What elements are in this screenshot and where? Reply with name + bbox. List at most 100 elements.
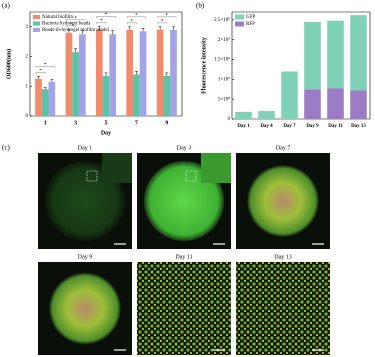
image-label: Day 1 — [78, 145, 93, 151]
bar — [133, 74, 140, 116]
error-bar — [43, 87, 47, 90]
image-label: Day 7 — [276, 145, 291, 151]
significance-bracket — [126, 16, 146, 19]
significance-mark: * — [130, 19, 133, 24]
bar — [126, 29, 134, 117]
legend-swatch — [33, 15, 40, 19]
significance-mark: * — [161, 19, 164, 24]
significance-mark: * — [44, 63, 47, 68]
bar — [156, 29, 164, 117]
significance-mark: * — [100, 19, 103, 24]
biofilm — [236, 262, 330, 355]
bar — [41, 89, 49, 116]
micrograph — [137, 153, 231, 249]
x-tick-label: 1 — [44, 120, 47, 126]
x-tick-label: Day 11 — [328, 124, 343, 129]
image-label: Day 3 — [177, 145, 192, 151]
bar-segment — [281, 71, 298, 119]
y-tick-label: 1 — [26, 84, 29, 89]
significance-mark: * — [74, 16, 77, 21]
x-tick-label: Day 9 — [306, 124, 319, 129]
y-tick-label: 0 — [26, 114, 29, 119]
significance-bracket — [66, 19, 86, 22]
legend-label: Beads-in-hydrogel biofilm model — [42, 28, 110, 33]
x-tick-label: Day 13 — [351, 124, 366, 129]
bar-segment — [327, 88, 344, 119]
error-bar — [171, 26, 175, 30]
bar — [95, 29, 103, 117]
significance-mark: * — [39, 69, 42, 74]
bar — [35, 78, 42, 116]
error-bar — [104, 72, 108, 76]
significance-bracket — [35, 66, 55, 68]
error-bar — [97, 26, 101, 30]
error-bar — [128, 26, 132, 30]
significance-bracket — [66, 25, 76, 28]
bar — [102, 75, 110, 116]
panel-label: (b) — [196, 2, 205, 10]
bar — [170, 29, 177, 117]
biofilm — [247, 165, 319, 237]
x-tick-label: 3 — [74, 120, 77, 126]
x-tick-label: Day 7 — [283, 124, 296, 129]
inset — [102, 153, 132, 183]
x-tick-label: Day 4 — [260, 124, 273, 129]
y-tick-label: 5×10⁸ — [218, 96, 230, 102]
y-tick-label: 1.5×10⁹ — [214, 57, 230, 63]
image-label: Day 11 — [175, 254, 192, 260]
legend-label: GFP — [246, 15, 255, 20]
bar — [163, 75, 171, 116]
biofilm — [49, 272, 121, 345]
bar-segment — [304, 21, 321, 90]
bar — [109, 34, 117, 116]
biofilm — [137, 262, 231, 355]
y-axis-label: Fluorescence intensity — [201, 37, 207, 94]
bar-segment — [350, 90, 367, 119]
legend-label: RFP — [246, 22, 255, 27]
bar — [78, 34, 86, 116]
bar-segment — [258, 111, 275, 119]
micrograph — [137, 262, 231, 355]
bar — [72, 52, 79, 116]
legend-swatch — [33, 21, 40, 26]
significance-mark: * — [135, 13, 138, 18]
y-tick-label: 2×10⁹ — [218, 37, 230, 43]
image-label: Day 9 — [78, 254, 93, 260]
significance-bracket — [126, 22, 137, 25]
micrograph — [38, 262, 132, 355]
x-tick-label: 9 — [165, 120, 168, 126]
y-tick-label: 2.5×10⁹ — [214, 17, 230, 23]
significance-bracket — [96, 16, 116, 18]
roi-box — [86, 170, 98, 182]
roi-box — [185, 170, 197, 182]
x-tick-label: Day 1 — [237, 124, 250, 129]
error-bar — [165, 72, 169, 76]
significance-bracket — [157, 22, 167, 25]
y-tick-label: 3 — [26, 25, 29, 30]
bar — [65, 32, 73, 116]
bar-segment — [350, 15, 367, 91]
error-bar — [80, 30, 84, 35]
error-bar — [111, 30, 115, 35]
legend-swatch — [235, 14, 244, 20]
legend-label: Natural biofilm — [42, 15, 73, 20]
significance-bracket — [96, 22, 107, 24]
bar-segment — [327, 20, 344, 89]
legend-swatch — [33, 28, 40, 32]
x-tick-label: 5 — [105, 120, 108, 126]
error-bar — [74, 48, 78, 53]
micrograph — [236, 262, 330, 355]
bar-segment — [304, 89, 321, 119]
error-bar — [141, 28, 145, 32]
panel-label: (a) — [2, 2, 10, 10]
legend-label: Bacteria hydrogel beads — [42, 22, 90, 27]
panel-label: (c) — [2, 144, 10, 152]
error-bar — [67, 29, 71, 33]
inset — [201, 153, 231, 183]
error-bar — [37, 76, 41, 79]
significance-mark: * — [166, 13, 169, 18]
error-bar — [50, 79, 54, 82]
legend-swatch — [235, 21, 244, 27]
bar-segment — [235, 111, 252, 119]
